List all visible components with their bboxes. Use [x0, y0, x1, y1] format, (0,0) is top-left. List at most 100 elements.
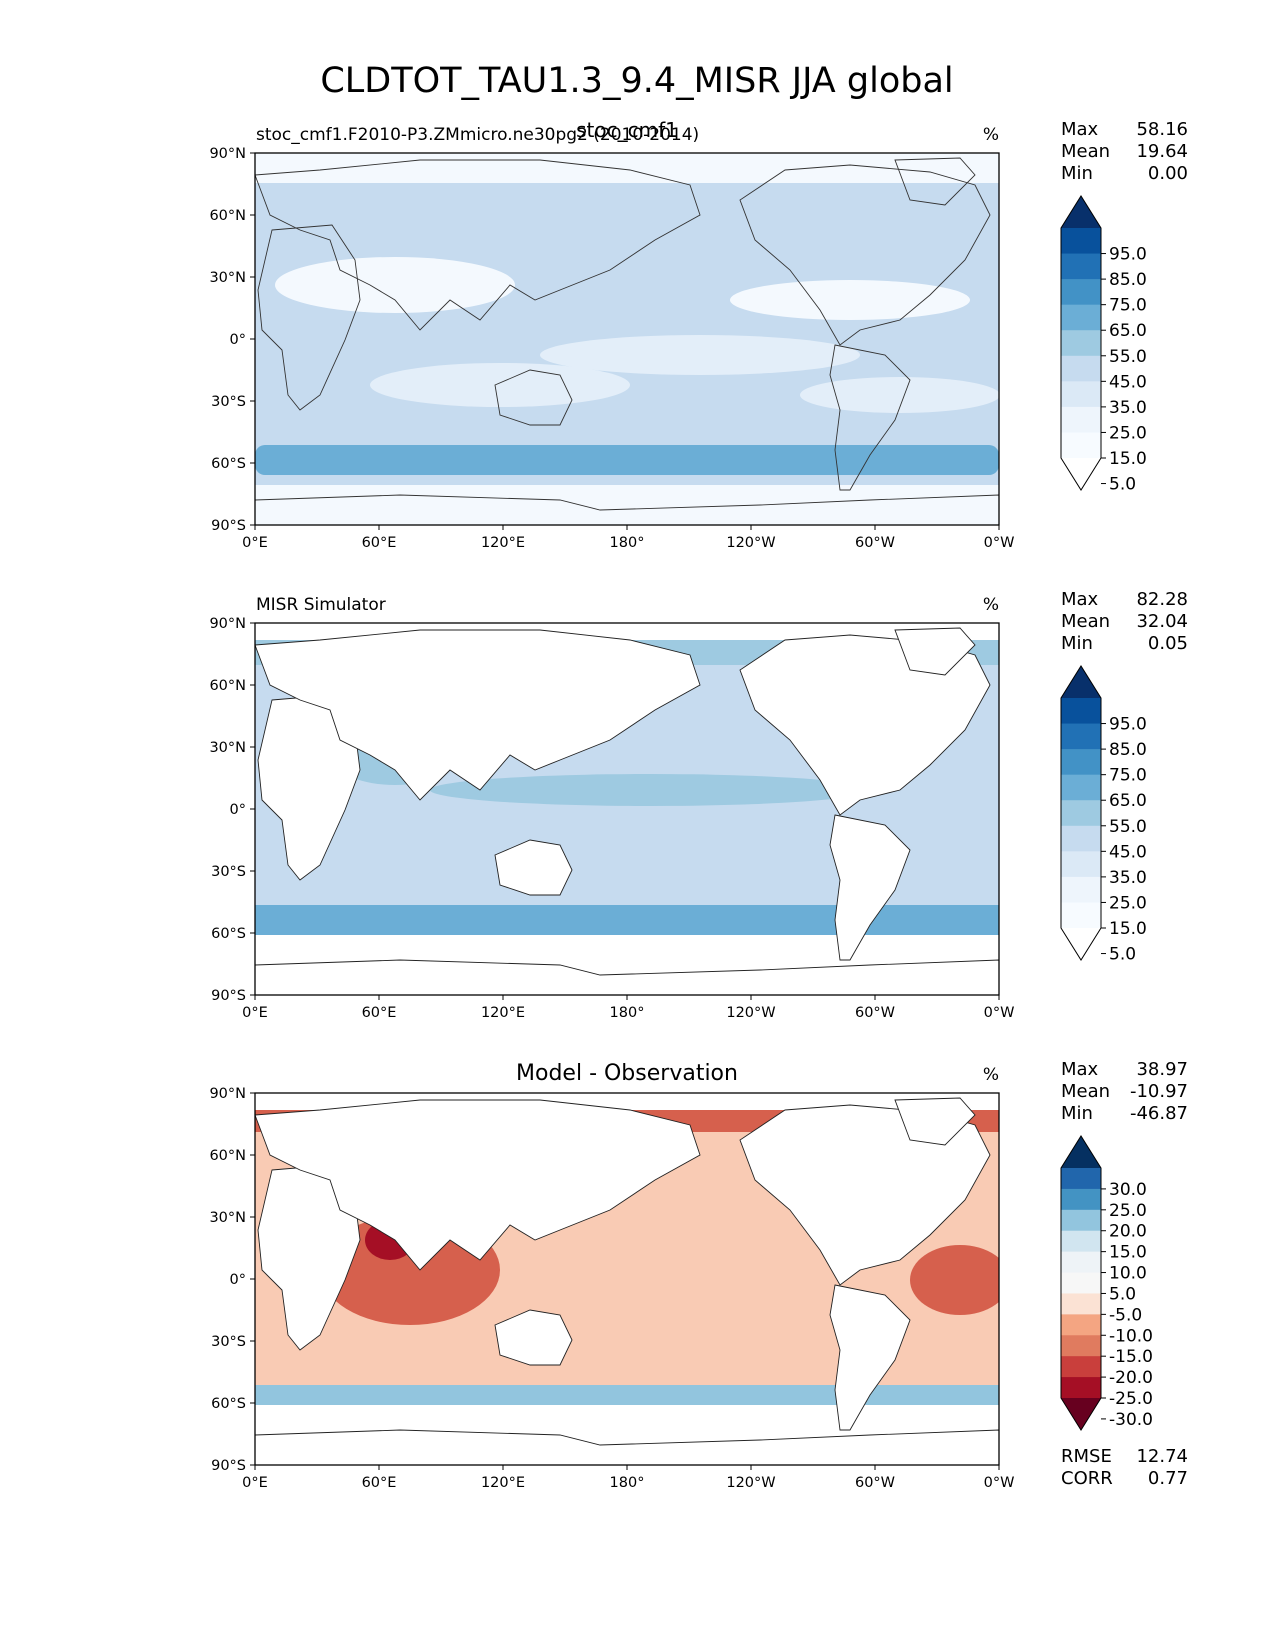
- colorbar-extend-max: [1061, 196, 1101, 228]
- lat-tick-label: 30°S: [211, 1334, 246, 1350]
- panel2-ticks: 90°N 60°N 30°N 0° 30°S 60°S 90°S0°E 60°E 120°E 18…: [209, 616, 1014, 1021]
- lon-tick-label: 120°W: [726, 1005, 775, 1021]
- colorbar-segment: [1061, 355, 1101, 382]
- eurasia: [255, 1099, 701, 1271]
- panel1-subtropic-low: [275, 257, 515, 313]
- lon-tick-label: 0°W: [984, 535, 1015, 551]
- panel1-polar-band: [255, 153, 999, 183]
- colorbar-segment: [1061, 1335, 1101, 1357]
- colorbar-tick-label: -5.0: [1109, 1305, 1142, 1325]
- stat-mean-value: 32.04: [1136, 611, 1188, 632]
- north-america: [739, 164, 991, 346]
- panel1-coastlines: [255, 157, 999, 525]
- lat-tick-label: 30°N: [209, 1210, 246, 1226]
- stat-mean-label: Mean: [1061, 611, 1110, 632]
- colorbar-segment: [1061, 876, 1101, 903]
- panel2-units: %: [983, 595, 999, 615]
- colorbar-tick-label: 5.0: [1109, 945, 1136, 965]
- lat-tick-label: 30°S: [211, 394, 246, 410]
- colorbar-segment: [1061, 1168, 1101, 1190]
- australia: [494, 1309, 573, 1366]
- lon-tick-label: 180°: [610, 535, 645, 551]
- colorbar-tick-label: 5.0: [1109, 475, 1136, 495]
- lon-tick-label: 0°E: [242, 1005, 268, 1021]
- eurasia: [255, 629, 701, 801]
- panel1-stats: Max 58.16 Mean 19.64 Min 0.00: [1061, 119, 1188, 184]
- panel2-colorbar: 95.0 85.0 75.0 65.0 55.0 45.0 35.0 25.0 15.0 5.0: [1060, 665, 1147, 965]
- lon-tick-label: 0°W: [984, 1005, 1015, 1021]
- colorbar-segment: [1061, 1272, 1101, 1294]
- panel2-coastlines: [255, 627, 999, 995]
- stat-min-value: 0.05: [1148, 633, 1188, 654]
- colorbar-segment: [1061, 228, 1101, 255]
- colorbar-tick-label: -30.0: [1109, 1410, 1153, 1430]
- panel3-metrics: RMSE 12.74 CORR 0.77: [1061, 1446, 1188, 1489]
- metric-corr-label: CORR: [1061, 1468, 1113, 1489]
- panel1-subtropic-low: [540, 335, 860, 375]
- south-america: [829, 814, 911, 961]
- antarctica: [255, 1429, 999, 1465]
- colorbar-segment: [1061, 381, 1101, 408]
- colorbar-segment: [1061, 825, 1101, 852]
- colorbar-segment: [1061, 406, 1101, 433]
- colorbar-segment: [1061, 851, 1101, 878]
- colorbar-segment: [1061, 698, 1101, 725]
- colorbar-segment: [1061, 1293, 1101, 1315]
- colorbar-tick-label: 45.0: [1109, 372, 1147, 392]
- panel1-map: [255, 153, 999, 525]
- stat-mean-value: 19.64: [1136, 141, 1188, 162]
- stat-max-value: 58.16: [1136, 119, 1188, 140]
- stat-mean-label: Mean: [1061, 141, 1110, 162]
- panel3-atlantic-max: [910, 1245, 999, 1315]
- lat-tick-label: 30°N: [209, 270, 246, 286]
- lat-tick-label: 90°N: [209, 146, 246, 162]
- colorbar-extend-max: [1061, 666, 1101, 698]
- australia: [494, 369, 573, 426]
- lon-tick-label: 120°E: [481, 1475, 525, 1491]
- colorbar-extend-min: [1061, 1398, 1101, 1430]
- greenland: [894, 1097, 976, 1146]
- lat-tick-label: 60°S: [211, 1396, 246, 1412]
- lat-tick-label: 90°N: [209, 1086, 246, 1102]
- stat-max-value: 38.97: [1136, 1059, 1188, 1080]
- lon-tick-label: 60°E: [362, 535, 397, 551]
- panel3-units: %: [983, 1065, 999, 1085]
- stat-min-value: 0.00: [1148, 163, 1188, 184]
- colorbar-extend-min: [1061, 458, 1101, 490]
- colorbar-tick-label: -10.0: [1109, 1326, 1153, 1346]
- colorbar-tick-label: 95.0: [1109, 245, 1147, 265]
- colorbar-tick-label: 95.0: [1109, 715, 1147, 735]
- stat-max-label: Max: [1061, 1059, 1099, 1080]
- stat-min-label: Min: [1061, 1103, 1093, 1124]
- colorbar-segment: [1061, 1356, 1101, 1378]
- lon-tick-label: 0°E: [242, 535, 268, 551]
- panel-model: stoc_cmf1.F2010-P3.ZMmicro.ne30pg2 (2010…: [209, 118, 1188, 551]
- lon-tick-label: 120°E: [481, 535, 525, 551]
- lon-tick-label: 120°E: [481, 1005, 525, 1021]
- lon-tick-label: 60°W: [855, 1475, 895, 1491]
- lon-tick-label: 0°W: [984, 1475, 1015, 1491]
- colorbar-segment: [1061, 432, 1101, 459]
- colorbar-tick-label: 25.0: [1109, 423, 1147, 443]
- colorbar-tick-label: 75.0: [1109, 766, 1147, 786]
- panel3-center-title: Model - Observation: [516, 1061, 738, 1086]
- africa: [257, 224, 361, 411]
- greenland: [894, 157, 976, 206]
- colorbar-extend-max: [1061, 1136, 1101, 1168]
- colorbar-tick-label: 5.0: [1109, 1284, 1136, 1304]
- panel3-ticks: 90°N 60°N 30°N 0° 30°S 60°S 90°S0°E 60°E 120°E 18…: [209, 1086, 1014, 1491]
- panel3-map: [255, 1093, 999, 1465]
- colorbar-tick-label: -15.0: [1109, 1347, 1153, 1367]
- colorbar-segment: [1061, 902, 1101, 929]
- antarctica: [255, 494, 999, 525]
- lon-tick-label: 180°: [610, 1005, 645, 1021]
- panel2-stats: Max 82.28 Mean 32.04 Min 0.05: [1061, 589, 1188, 654]
- panel2-map: [255, 623, 999, 995]
- colorbar-tick-label: 75.0: [1109, 296, 1147, 316]
- colorbar-tick-label: -25.0: [1109, 1389, 1153, 1409]
- metric-rmse-label: RMSE: [1061, 1446, 1112, 1467]
- colorbar-tick-label: -20.0: [1109, 1368, 1153, 1388]
- colorbar-tick-label: 65.0: [1109, 791, 1147, 811]
- panel2-left-title: MISR Simulator: [256, 595, 386, 615]
- panel1-storm-track: [255, 445, 999, 475]
